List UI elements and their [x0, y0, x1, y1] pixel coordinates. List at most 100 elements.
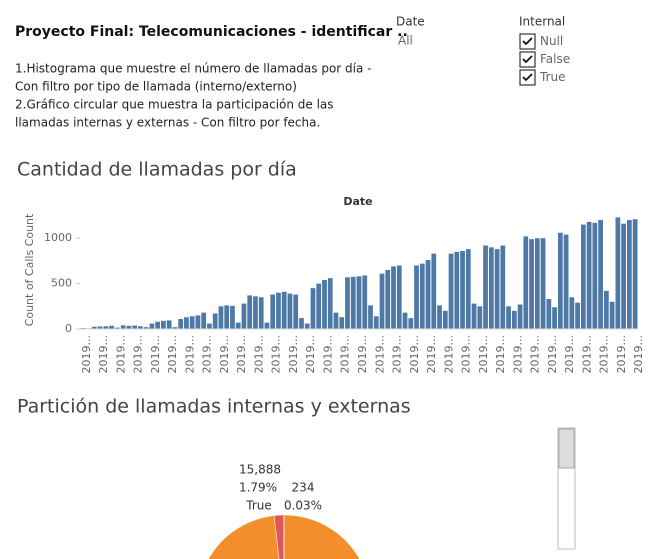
bar — [586, 221, 592, 329]
bar — [120, 325, 126, 329]
bar — [143, 327, 149, 329]
pie-value-label: 234 — [292, 481, 315, 495]
bar — [287, 293, 293, 329]
bar — [327, 278, 333, 329]
x-tick-label: 2019... — [373, 335, 386, 373]
bar — [333, 312, 339, 329]
bar — [218, 306, 224, 329]
description-line: llamadas internas y externas - Con filtr… — [15, 116, 320, 130]
bar — [126, 325, 132, 329]
x-tick-label: 2019... — [563, 335, 576, 373]
bar — [477, 306, 483, 329]
bar — [488, 247, 494, 329]
bar — [396, 265, 402, 329]
x-tick-label: 2019... — [235, 335, 248, 373]
bar — [109, 325, 115, 329]
bar — [494, 249, 500, 329]
bar — [155, 321, 161, 329]
bar — [500, 245, 506, 329]
bar — [92, 326, 97, 329]
bar — [201, 312, 207, 329]
x-tick-label: 2019... — [615, 335, 628, 373]
x-header: Date — [343, 195, 372, 208]
bar — [534, 238, 540, 329]
bar — [362, 275, 368, 329]
bar — [448, 253, 454, 329]
y-tick-label: 1000 — [44, 231, 72, 244]
checkbox-label[interactable]: True — [539, 70, 566, 84]
x-tick-label: 2019... — [511, 335, 524, 373]
x-tick-label: 2019... — [494, 335, 507, 373]
x-tick-label: 2019... — [391, 335, 404, 373]
checkbox-label[interactable]: False — [540, 52, 570, 66]
description-line: 2.Gráfico circular que muestra la partic… — [15, 98, 334, 112]
scrollbar-thumb[interactable] — [558, 428, 575, 469]
bar — [540, 238, 546, 329]
bar — [454, 251, 460, 329]
bar — [132, 325, 138, 329]
bar — [316, 283, 322, 329]
x-tick-label: 2019... — [477, 335, 490, 373]
bar — [523, 236, 529, 329]
bar — [529, 239, 534, 329]
bar — [322, 279, 327, 329]
x-tick-label: 2019... — [252, 335, 265, 373]
bar — [224, 305, 230, 329]
chart-title: Partición de llamadas internas y externa… — [17, 396, 411, 418]
bar — [419, 263, 425, 329]
x-tick-label: 2019... — [339, 335, 352, 373]
x-tick-label: 2019... — [408, 335, 421, 373]
x-tick-label: 2019... — [132, 335, 145, 373]
x-tick-label: 2019... — [97, 335, 110, 373]
x-tick-label: 2019... — [632, 335, 645, 373]
bar — [115, 327, 120, 329]
x-tick-label: 2019... — [183, 335, 196, 373]
bar — [373, 316, 379, 329]
x-tick-label: 2019... — [201, 335, 214, 373]
bar — [304, 323, 310, 329]
chart-title: Cantidad de llamadas por día — [17, 159, 297, 181]
bar — [178, 319, 184, 329]
x-tick-label: 2019... — [149, 335, 162, 373]
bar — [506, 306, 511, 329]
bar — [385, 270, 391, 329]
bar — [166, 320, 172, 329]
pie-category-label: True — [245, 499, 272, 513]
checkmark — [522, 55, 533, 64]
x-tick-label: 2019... — [546, 335, 559, 373]
bar — [281, 291, 287, 329]
bar — [609, 301, 615, 329]
dashboard-title: Proyecto Final: Telecomunicaciones - ide… — [15, 24, 408, 40]
pie-percent-label: 1.79% — [239, 481, 277, 495]
bar — [431, 253, 437, 329]
bar — [517, 304, 523, 329]
description-line: Con filtro por tipo de llamada (interno/… — [15, 80, 297, 94]
bar — [442, 310, 448, 329]
bar — [103, 326, 109, 329]
checkmark — [522, 73, 533, 82]
bar — [149, 323, 155, 329]
bar — [299, 318, 304, 329]
bar — [230, 305, 235, 329]
x-tick-label: 2019... — [80, 335, 93, 373]
bar — [189, 316, 195, 329]
bar — [241, 303, 247, 329]
bar — [356, 276, 362, 329]
bar — [569, 297, 575, 329]
filter-value[interactable]: All — [398, 34, 413, 48]
bar — [345, 277, 350, 329]
checkmark — [522, 37, 533, 46]
checkbox-label[interactable]: Null — [540, 34, 563, 48]
bar — [414, 265, 419, 329]
bar — [276, 292, 281, 329]
bar — [207, 323, 212, 329]
bar — [247, 295, 253, 329]
filter-title: Internal — [519, 15, 565, 29]
x-tick-label: 2019... — [218, 335, 231, 373]
x-tick-label: 2019... — [442, 335, 455, 373]
x-tick-label: 2019... — [304, 335, 317, 373]
x-tick-label: 2019... — [425, 335, 438, 373]
bar — [563, 234, 569, 329]
bar — [235, 322, 241, 329]
bar — [580, 224, 586, 329]
